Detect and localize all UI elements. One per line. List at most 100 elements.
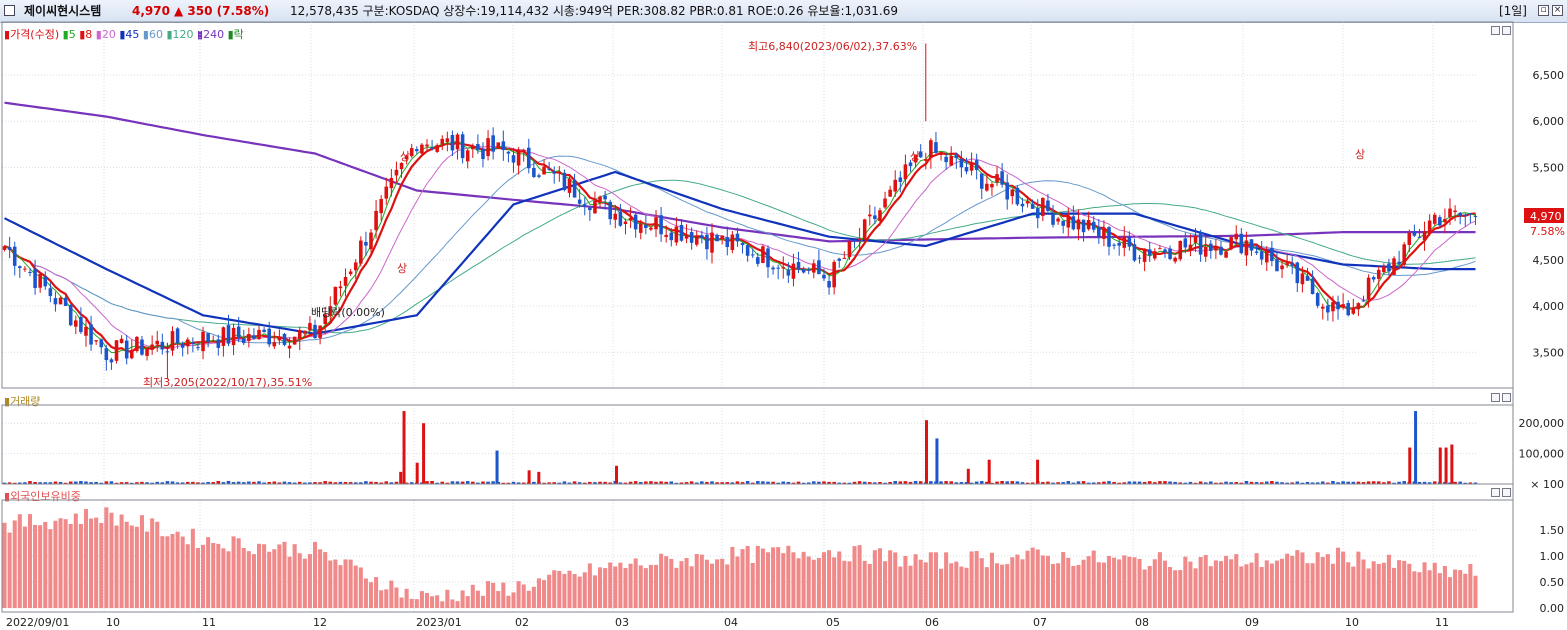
foreign-ratio-bar	[206, 537, 211, 608]
candle-body	[18, 266, 22, 269]
foreign-ratio-bar	[73, 513, 78, 608]
candle-body	[1193, 235, 1198, 243]
candle-body	[38, 274, 42, 288]
volume-panel-minimize-icon[interactable]	[1491, 393, 1500, 402]
foreign-ratio-bar	[679, 561, 684, 608]
foreign-panel-close-icon[interactable]	[1502, 488, 1511, 497]
candle-body	[43, 276, 48, 287]
candle-body	[812, 263, 816, 273]
candle-body	[191, 342, 195, 344]
candle-body	[674, 226, 679, 243]
candle-body	[145, 348, 149, 356]
volume-bar	[1010, 481, 1015, 484]
candle-body	[1132, 244, 1137, 261]
legend-ma120: 120	[172, 28, 194, 41]
volume-panel-close-icon[interactable]	[1502, 393, 1511, 402]
foreign-ratio-bar	[516, 581, 521, 608]
close-icon[interactable]: ×	[1552, 5, 1563, 16]
candle-body	[1407, 232, 1412, 245]
candle-body	[623, 221, 628, 224]
candle-body	[399, 162, 404, 170]
volume-bar	[1438, 482, 1442, 484]
candle-body	[771, 267, 775, 270]
candle-body	[185, 339, 190, 347]
volume-bar	[1030, 482, 1035, 484]
volume-bar	[1361, 482, 1366, 484]
foreign-ratio-bar	[384, 589, 389, 608]
foreign-ratio-bar	[353, 565, 358, 608]
volume-bar	[1071, 482, 1076, 484]
ma20-line	[4, 145, 1476, 350]
candle-body	[1005, 182, 1009, 200]
volume-bar	[1305, 481, 1310, 484]
volume-bar	[1402, 481, 1406, 484]
candle-body	[959, 158, 964, 168]
foreign-ratio-bar	[740, 549, 745, 608]
volume-bar	[526, 482, 531, 484]
candle-body	[292, 336, 297, 345]
foreign-ratio-bar	[877, 548, 883, 608]
foreign-ratio-bar	[1274, 560, 1279, 608]
checkbox-icon[interactable]	[4, 5, 15, 16]
candle-body	[1178, 241, 1183, 260]
candle-body	[608, 201, 612, 220]
foreign-ratio-bar	[1198, 557, 1203, 608]
foreign-ratio-bar	[1386, 554, 1391, 608]
foreign-ratio-bar	[633, 558, 638, 608]
volume-bar	[1387, 481, 1391, 484]
volume-bar	[532, 481, 536, 484]
volume-tick-label: × 100	[1530, 478, 1564, 491]
foreign-ratio-bar	[134, 526, 139, 608]
candle-body	[740, 243, 745, 246]
foreign-ratio-bar	[1280, 558, 1285, 608]
foreign-ratio-bar	[297, 553, 302, 608]
volume-bar	[537, 481, 541, 484]
candle-body	[537, 175, 541, 177]
foreign-ratio-bar	[1254, 553, 1259, 608]
volume-bar	[776, 482, 780, 484]
foreign-ratio-bar	[796, 558, 801, 608]
volume-bar	[1086, 482, 1091, 484]
candle-body	[679, 224, 684, 241]
foreign-ratio-bar	[256, 543, 262, 608]
foreign-ratio-bar	[262, 544, 267, 608]
candle-body	[1214, 246, 1218, 251]
upper-limit-mark: 상	[397, 262, 407, 275]
x-tick-label: 07	[1033, 616, 1047, 629]
volume-bar	[1061, 482, 1065, 484]
volume-spike-bar	[1036, 459, 1040, 484]
candle-body	[974, 160, 979, 170]
volume-bar	[689, 481, 694, 484]
candle-body	[1229, 237, 1233, 250]
foreign-ratio-bar	[1106, 555, 1112, 608]
foreign-ratio-bar	[216, 543, 221, 608]
volume-bar	[1035, 480, 1040, 484]
price-panel-close-icon[interactable]	[1502, 26, 1511, 35]
x-tick-label: 06	[925, 616, 939, 629]
volume-bar	[145, 482, 149, 484]
candle-body	[1147, 249, 1152, 256]
foreign-ratio-bar	[1366, 568, 1371, 608]
foreign-panel-minimize-icon[interactable]	[1491, 488, 1500, 497]
volume-bar	[771, 481, 775, 484]
candle-body	[730, 234, 735, 250]
restore-icon[interactable]: ▫	[1538, 5, 1549, 16]
candle-body	[394, 169, 399, 176]
period-selector[interactable]: [1일]	[1498, 4, 1527, 18]
low-annotation: 최저3,205(2022/10/17),35.51%	[143, 376, 312, 389]
volume-bar	[827, 481, 831, 484]
volume-bar	[766, 481, 770, 484]
foreign-ratio-bar	[43, 521, 48, 608]
foreign-ratio-bar	[1081, 559, 1086, 608]
foreign-ratio-bar	[699, 554, 704, 608]
volume-bar	[664, 481, 668, 484]
volume-bar	[1163, 481, 1167, 484]
volume-bar	[455, 481, 460, 484]
foreign-ratio-bar	[801, 551, 806, 608]
foreign-ratio-bar	[597, 567, 603, 608]
volume-bar	[918, 481, 923, 484]
candle-body	[923, 159, 928, 161]
candle-body	[628, 217, 633, 221]
candle-body	[170, 331, 175, 351]
price-panel-minimize-icon[interactable]	[1491, 26, 1500, 35]
